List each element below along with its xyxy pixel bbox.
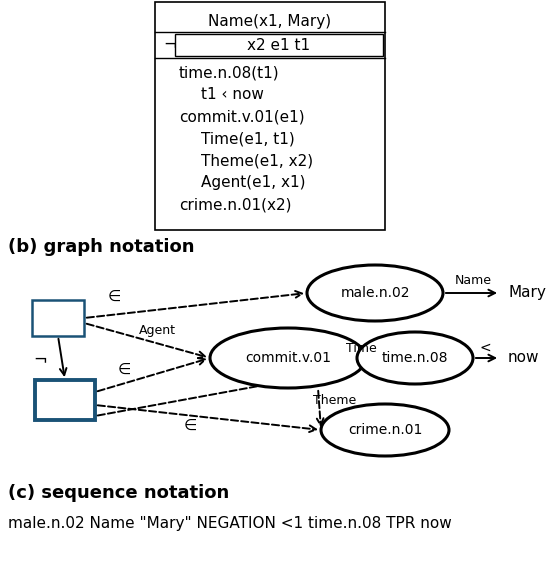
Ellipse shape <box>210 328 366 388</box>
Text: Name: Name <box>455 275 492 287</box>
Text: time.n.08(t1): time.n.08(t1) <box>179 65 280 80</box>
Text: now: now <box>508 351 540 365</box>
Text: Time: Time <box>346 341 377 355</box>
Ellipse shape <box>307 265 443 321</box>
Text: Theme: Theme <box>313 394 356 408</box>
Text: male.n.02: male.n.02 <box>340 286 410 300</box>
Text: Theme(e1, x2): Theme(e1, x2) <box>201 153 313 168</box>
Bar <box>35 380 95 420</box>
Ellipse shape <box>357 332 473 384</box>
Text: t1 ‹ now: t1 ‹ now <box>201 87 264 102</box>
Text: x2 e1 t1: x2 e1 t1 <box>248 38 311 52</box>
Text: ∈: ∈ <box>118 361 131 377</box>
Text: <: < <box>479 341 491 355</box>
Text: ¬: ¬ <box>163 35 177 53</box>
Text: Mary: Mary <box>508 286 546 300</box>
Text: commit.v.01: commit.v.01 <box>245 351 331 365</box>
Text: Agent: Agent <box>138 324 176 337</box>
Text: crime.n.01: crime.n.01 <box>348 423 422 437</box>
Bar <box>32 300 84 336</box>
Text: ∈: ∈ <box>107 288 121 303</box>
Text: (b) graph notation: (b) graph notation <box>8 238 194 256</box>
Text: Time(e1, t1): Time(e1, t1) <box>201 131 295 146</box>
Text: male.n.02 Name "Mary" NEGATION <1 time.n.08 TPR now: male.n.02 Name "Mary" NEGATION <1 time.n… <box>8 516 452 531</box>
Bar <box>155 2 385 230</box>
Text: (c) sequence notation: (c) sequence notation <box>8 484 229 502</box>
Text: crime.n.01(x2): crime.n.01(x2) <box>179 197 291 212</box>
Text: Agent(e1, x1): Agent(e1, x1) <box>201 175 305 190</box>
Text: time.n.08: time.n.08 <box>382 351 448 365</box>
Text: commit.v.01(e1): commit.v.01(e1) <box>179 109 305 124</box>
Text: ∈: ∈ <box>183 418 197 433</box>
Text: Name(x1, Mary): Name(x1, Mary) <box>208 14 331 29</box>
Bar <box>175 34 383 56</box>
Ellipse shape <box>321 404 449 456</box>
Text: ¬: ¬ <box>33 350 47 368</box>
